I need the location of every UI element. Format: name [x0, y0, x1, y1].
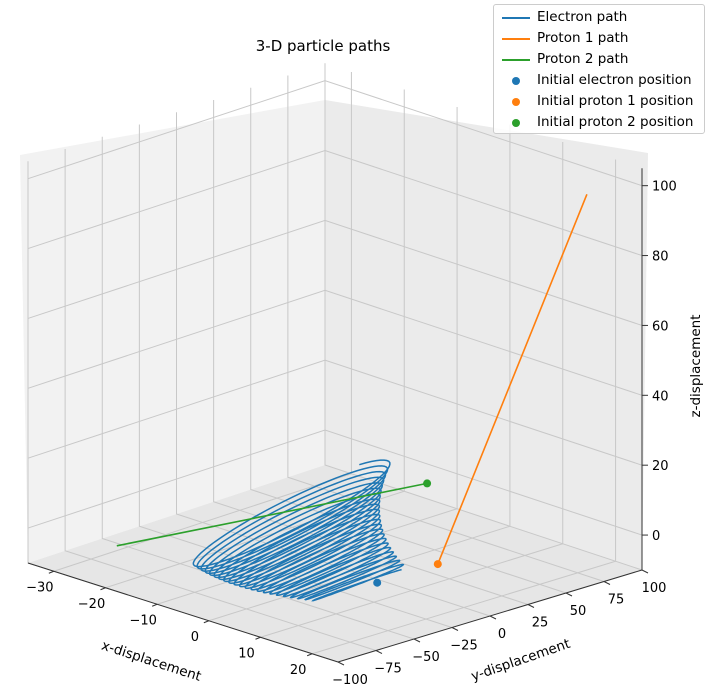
proton-2-path: [116, 482, 428, 547]
y-gridline: [101, 136, 415, 640]
y-tick-label: 25: [532, 616, 549, 631]
x-tick-mark: [100, 587, 106, 591]
gridlines: [27, 63, 643, 663]
electron-path-line-icon: [502, 17, 530, 19]
legend-item-initial-proton1: Initial proton 1 position: [494, 92, 704, 112]
x-tick-label: −30: [26, 580, 53, 595]
plot-series: [116, 194, 588, 602]
y-gridline: [138, 124, 453, 628]
legend-item-proton1-path: Proton 1 path: [494, 29, 704, 49]
y-tick-label: −75: [374, 662, 401, 677]
y-tick-mark: [641, 569, 649, 574]
y-gridline: [324, 63, 643, 571]
electron-path: [192, 459, 405, 602]
z-gridline: [27, 289, 643, 396]
pane-left-wall: [20, 100, 325, 563]
legend-label: Proton 1 path: [537, 30, 629, 46]
x-axis-label: x-displacement: [99, 638, 203, 685]
z-tick-label: 60: [652, 319, 669, 334]
z-tick-label: 80: [652, 250, 669, 265]
y-tick-label: 0: [498, 627, 506, 642]
x-tick-label: −10: [129, 613, 156, 628]
electron-dot-icon: [512, 77, 520, 85]
axes: [27, 168, 649, 666]
initial-proton-2-position: [423, 479, 432, 488]
legend: Electron path Proton 1 path Proton 2 pat…: [493, 4, 705, 134]
x-tick-mark: [151, 603, 158, 607]
x-tick-mark: [306, 653, 313, 657]
proton2-path-line-icon: [502, 59, 530, 61]
y-gridline: [64, 148, 377, 651]
initial-electron-position: [373, 578, 382, 587]
y-tick-label: −25: [450, 639, 477, 654]
z-tick-label: 0: [652, 529, 660, 544]
y-tick-label: −50: [412, 650, 439, 665]
z-gridline: [27, 359, 643, 466]
y-tick-mark: [413, 638, 421, 643]
x-tick-label: 10: [238, 646, 255, 661]
y-gridline: [213, 99, 529, 605]
z-tick-label: 40: [652, 389, 669, 404]
y-tick-mark: [565, 592, 573, 597]
proton-1-path: [437, 194, 588, 565]
y-tick-mark: [337, 661, 345, 666]
z-gridline: [27, 429, 643, 536]
x-tick-label: 20: [290, 663, 307, 678]
legend-label: Initial proton 2 position: [537, 114, 694, 130]
y-gridline: [176, 112, 491, 617]
x-tick-mark: [203, 620, 210, 624]
legend-item-initial-electron: Initial electron position: [494, 71, 704, 91]
y-tick-label: 100: [642, 581, 667, 596]
legend-item-proton2-path: Proton 2 path: [494, 50, 704, 70]
y-tick-mark: [489, 615, 497, 620]
y-tick-label: 75: [608, 593, 625, 608]
x-tick-label: −20: [78, 597, 105, 612]
initial-proton-1-position: [433, 560, 442, 569]
y-tick-mark: [375, 650, 383, 654]
y-axis-label: y-displacement: [469, 636, 572, 685]
y-gridline: [250, 87, 567, 594]
x-tick-mark: [48, 570, 55, 574]
z-gridline: [27, 150, 643, 257]
x-axis-line: [27, 562, 339, 663]
y-tick-label: 50: [570, 604, 587, 619]
z-gridline: [27, 80, 643, 187]
z-gridline: [27, 219, 643, 326]
legend-item-electron-path: Electron path: [494, 8, 704, 28]
proton1-dot-icon: [512, 98, 520, 106]
legend-label: Initial electron position: [537, 72, 692, 88]
z-tick-label: 100: [652, 180, 677, 195]
pane-floor: [28, 465, 642, 662]
z-tick-label: 20: [652, 459, 669, 474]
proton2-dot-icon: [512, 119, 520, 127]
legend-label: Initial proton 1 position: [537, 93, 694, 109]
y-tick-mark: [603, 581, 611, 585]
y-tick-mark: [527, 604, 535, 608]
legend-label: Proton 2 path: [537, 51, 629, 67]
legend-item-initial-proton2: Initial proton 2 position: [494, 113, 704, 133]
y-tick-label: −100: [332, 673, 368, 688]
proton1-path-line-icon: [502, 38, 530, 40]
y-tick-mark: [451, 627, 459, 631]
tick-labels: −30−20−1001020−100−75−50−250255075100020…: [26, 180, 677, 688]
y-gridline: [287, 75, 605, 582]
chart-title: 3-D particle paths: [256, 37, 391, 55]
x-tick-mark: [255, 636, 261, 640]
legend-label: Electron path: [537, 9, 628, 25]
z-axis-label: z-displacement: [688, 315, 704, 418]
pane-right-wall: [325, 100, 648, 570]
x-tick-label: 0: [191, 630, 199, 645]
